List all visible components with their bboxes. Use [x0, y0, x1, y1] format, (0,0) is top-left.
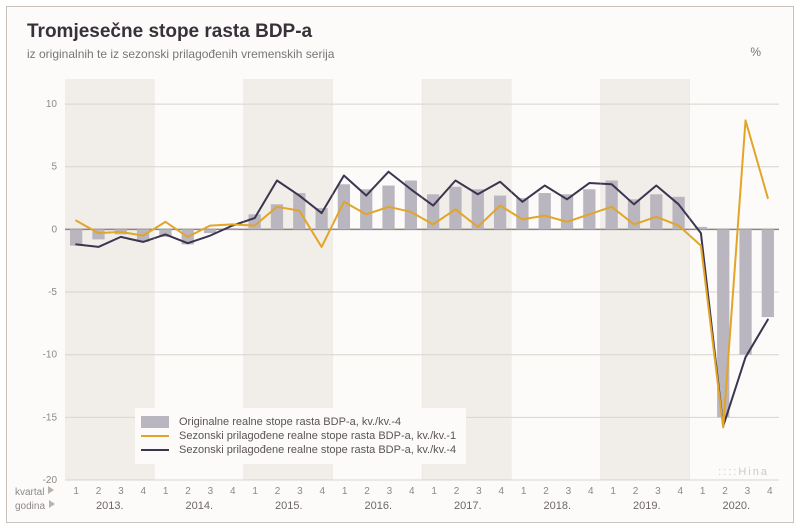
years-row: 2013.2014.2015.2016.2017.2018.2019.2020. — [65, 500, 781, 512]
quarter-tick: 2 — [266, 486, 288, 497]
svg-text:-5: -5 — [48, 287, 57, 298]
quarter-tick: 1 — [692, 486, 714, 497]
legend: Originalne realne stope rasta BDP-a, kv.… — [135, 408, 466, 464]
quarter-tick: 3 — [468, 486, 490, 497]
quarter-tick: 1 — [65, 486, 87, 497]
quarter-tick: 4 — [669, 486, 691, 497]
y-axis-unit: % — [750, 45, 761, 59]
quarter-tick: 1 — [334, 486, 356, 497]
quarter-tick: 1 — [423, 486, 445, 497]
quarter-tick: 3 — [557, 486, 579, 497]
quarter-tick: 1 — [155, 486, 177, 497]
year-tick: 2016. — [334, 500, 424, 512]
quarter-tick: 1 — [513, 486, 535, 497]
year-tick: 2013. — [65, 500, 155, 512]
svg-text:-20: -20 — [43, 475, 58, 484]
triangle-right-icon — [48, 486, 54, 494]
svg-text:-15: -15 — [43, 412, 58, 423]
quarter-tick: 2 — [624, 486, 646, 497]
chart-header: Tromjesečne stope rasta BDP-a iz origina… — [7, 7, 793, 67]
axis-label-year: godina — [15, 500, 55, 512]
chart-frame: Tromjesečne stope rasta BDP-a iz origina… — [6, 6, 794, 523]
year-tick: 2020. — [692, 500, 782, 512]
quarter-tick: 2 — [714, 486, 736, 497]
svg-text:-10: -10 — [43, 350, 58, 361]
axis-label-quarter: kvartal — [15, 486, 54, 498]
watermark: ::::Hina — [718, 466, 769, 478]
chart-subtitle: iz originalnih te iz sezonski prilagođen… — [27, 47, 773, 61]
legend-item-dark: Sezonski prilagođene realne stope rasta … — [141, 444, 456, 456]
chart-title: Tromjesečne stope rasta BDP-a — [27, 21, 773, 43]
triangle-right-icon — [49, 500, 55, 508]
quarter-tick: 4 — [580, 486, 602, 497]
quarter-tick: 4 — [490, 486, 512, 497]
quarter-tick: 3 — [378, 486, 400, 497]
quarter-tick: 2 — [445, 486, 467, 497]
year-tick: 2014. — [155, 500, 245, 512]
quarter-tick: 4 — [222, 486, 244, 497]
quarter-tick: 3 — [647, 486, 669, 497]
quarter-tick: 4 — [759, 486, 781, 497]
quarter-tick: 2 — [177, 486, 199, 497]
quarter-tick: 1 — [244, 486, 266, 497]
legend-item-bar: Originalne realne stope rasta BDP-a, kv.… — [141, 416, 456, 428]
svg-text:10: 10 — [46, 99, 58, 110]
quarter-tick: 4 — [132, 486, 154, 497]
quarter-tick: 3 — [736, 486, 758, 497]
swatch-bar-icon — [141, 416, 169, 428]
quarter-tick: 2 — [535, 486, 557, 497]
year-tick: 2015. — [244, 500, 334, 512]
swatch-line-orange-icon — [141, 435, 169, 437]
swatch-line-dark-icon — [141, 449, 169, 451]
quarter-tick: 4 — [311, 486, 333, 497]
legend-item-orange: Sezonski prilagođene realne stope rasta … — [141, 430, 456, 442]
quarter-tick: 2 — [87, 486, 109, 497]
quarter-tick: 1 — [602, 486, 624, 497]
legend-label-orange: Sezonski prilagođene realne stope rasta … — [179, 430, 456, 442]
legend-label-bar: Originalne realne stope rasta BDP-a, kv.… — [179, 416, 401, 428]
year-tick: 2018. — [513, 500, 603, 512]
quarter-tick: 3 — [199, 486, 221, 497]
year-tick: 2017. — [423, 500, 513, 512]
year-tick: 2019. — [602, 500, 692, 512]
quarters-row: 12341234123412341234123412341234 — [65, 486, 781, 497]
quarter-tick: 4 — [401, 486, 423, 497]
x-axis: kvartal godina 1234123412341234123412341… — [15, 486, 785, 518]
svg-text:5: 5 — [51, 162, 57, 173]
quarter-tick: 3 — [110, 486, 132, 497]
quarter-tick: 2 — [356, 486, 378, 497]
quarter-tick: 3 — [289, 486, 311, 497]
legend-label-dark: Sezonski prilagođene realne stope rasta … — [179, 444, 456, 456]
svg-text:0: 0 — [51, 224, 57, 235]
